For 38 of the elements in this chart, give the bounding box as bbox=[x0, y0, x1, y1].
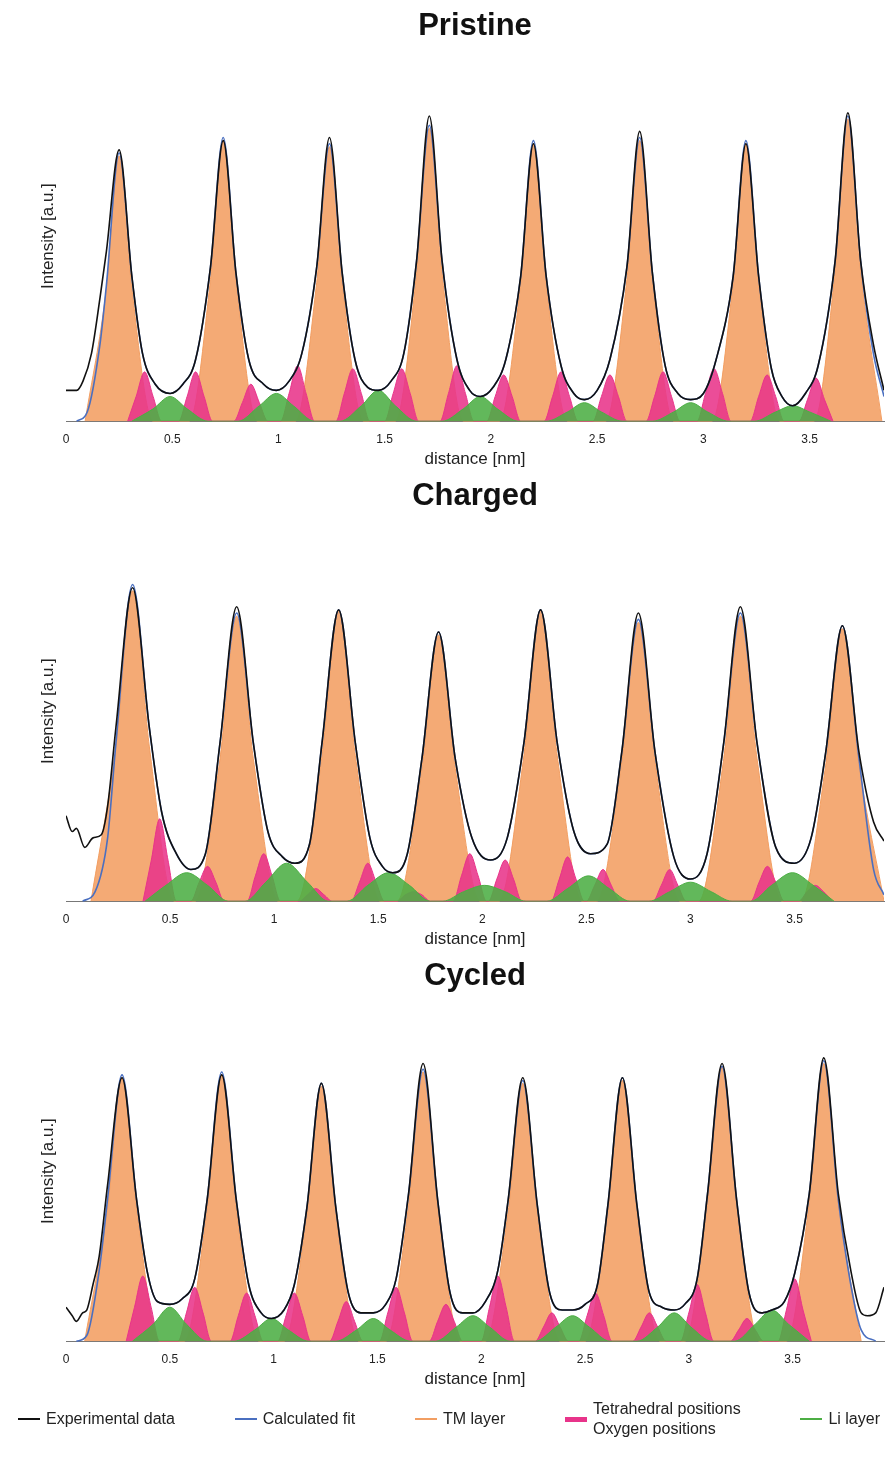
x-tick-label: 2 bbox=[487, 431, 495, 446]
x-axis-title: distance [nm] bbox=[424, 1369, 526, 1389]
x-tick-label: 2 bbox=[478, 911, 486, 926]
x-tick-label: 1.5 bbox=[376, 431, 394, 446]
y-axis-title: Intensity [a.u.] bbox=[38, 658, 58, 765]
x-tick-label: 0 bbox=[62, 911, 70, 926]
x-tick-label: 3 bbox=[700, 431, 708, 446]
x-tick-label: 2.5 bbox=[578, 911, 596, 926]
legend-label: Tetrahedral positions Oxygen positions bbox=[593, 1399, 741, 1439]
x-tick-label: 0 bbox=[62, 1351, 70, 1366]
x-tick-label: 0 bbox=[62, 431, 70, 446]
y-axis-title: Intensity [a.u.] bbox=[38, 183, 58, 290]
x-axis-title: distance [nm] bbox=[424, 929, 526, 949]
x-tick-label: 1 bbox=[270, 911, 278, 926]
x-tick-label: 0.5 bbox=[161, 911, 179, 926]
x-tick-label: 3.5 bbox=[786, 911, 804, 926]
x-axis-title: distance [nm] bbox=[424, 449, 526, 469]
legend-label: TM layer bbox=[443, 1409, 506, 1429]
chart-title: Pristine bbox=[418, 7, 532, 43]
legend-label: Experimental data bbox=[46, 1409, 175, 1429]
x-tick-label: 3 bbox=[685, 1351, 693, 1366]
legend-label: Calculated fit bbox=[262, 1409, 356, 1429]
legend-label: Li layer bbox=[828, 1409, 880, 1429]
x-tick-label: 3 bbox=[687, 911, 695, 926]
x-tick-label: 0.5 bbox=[161, 1351, 179, 1366]
x-tick-label: 2.5 bbox=[588, 431, 606, 446]
x-tick-label: 1.5 bbox=[369, 911, 387, 926]
x-tick-label: 1 bbox=[275, 431, 283, 446]
chart-title: Charged bbox=[412, 477, 538, 513]
x-tick-label: 1.5 bbox=[369, 1351, 387, 1366]
x-tick-label: 0.5 bbox=[163, 431, 181, 446]
x-tick-label: 2.5 bbox=[576, 1351, 594, 1366]
chart-title: Cycled bbox=[424, 957, 526, 993]
x-tick-label: 3.5 bbox=[801, 431, 819, 446]
x-tick-label: 2 bbox=[477, 1351, 485, 1366]
x-tick-label: 3.5 bbox=[784, 1351, 802, 1366]
y-axis-title: Intensity [a.u.] bbox=[38, 1118, 58, 1225]
x-tick-label: 1 bbox=[270, 1351, 278, 1366]
